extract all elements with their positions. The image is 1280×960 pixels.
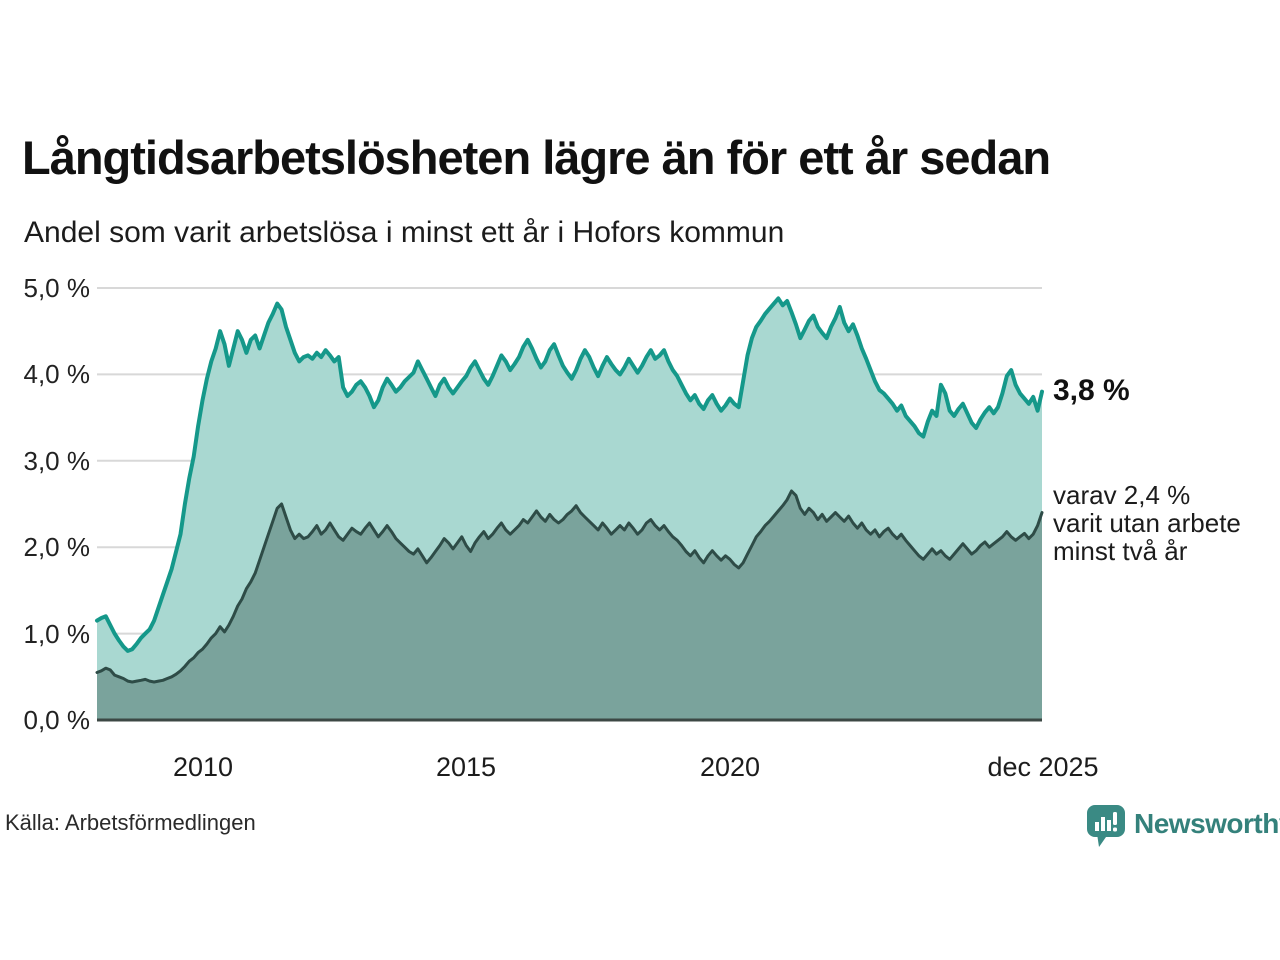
x-axis-tick-label: 2020 bbox=[699, 752, 761, 782]
page-title: Långtidsarbetslösheten lägre än för ett … bbox=[22, 131, 1051, 184]
newsworthy-bubble-chart-icon bbox=[1086, 804, 1126, 853]
y-axis-tick-label: 4,0 % bbox=[23, 359, 91, 389]
source-attribution: Källa: Arbetsförmedlingen bbox=[5, 810, 256, 835]
page-subtitle: Andel som varit arbetslösa i minst ett å… bbox=[24, 216, 785, 249]
y-axis-tick-label: 2,0 % bbox=[23, 532, 91, 562]
y-axis-tick-label: 1,0 % bbox=[23, 619, 91, 649]
secondary-series-annotation: varav 2,4 % varit utan arbete minst två … bbox=[1053, 480, 1241, 566]
x-axis-tick-label: dec 2025 bbox=[987, 752, 1099, 782]
x-axis-tick-label: 2010 bbox=[172, 752, 234, 782]
y-axis-tick-label: 5,0 % bbox=[23, 273, 91, 303]
newsworthy-logo: Newsworthy bbox=[1086, 804, 1280, 853]
x-axis-tick-label: 2015 bbox=[435, 752, 497, 782]
newsworthy-wordmark: Newsworthy bbox=[1134, 808, 1280, 839]
series-end-value-label: 3,8 % bbox=[1053, 374, 1130, 407]
y-axis-tick-label: 0,0 % bbox=[23, 705, 91, 735]
y-axis-tick-label: 3,0 % bbox=[23, 446, 91, 476]
